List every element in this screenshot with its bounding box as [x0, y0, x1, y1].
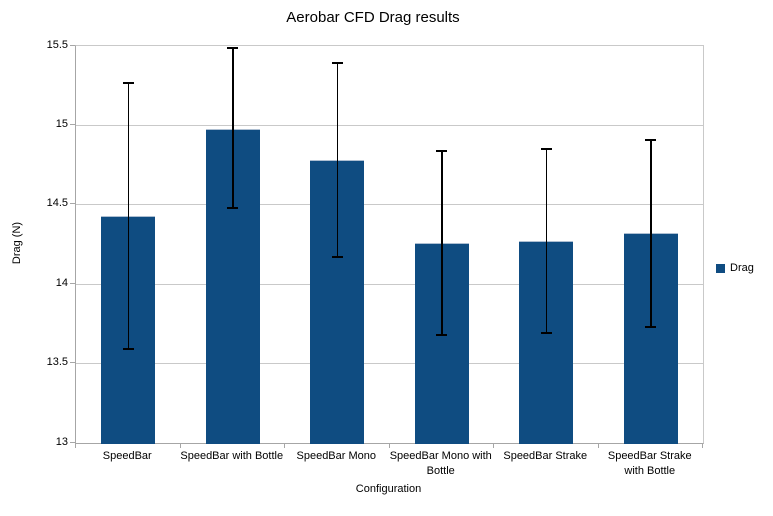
error-bar-line	[127, 82, 129, 350]
error-bar-cap	[645, 326, 657, 329]
error-bar-line	[650, 139, 652, 328]
y-tick-mark	[70, 282, 75, 284]
legend-label-drag: Drag	[730, 262, 754, 274]
x-tick-label-speedbar-mono: SpeedBar Mono	[296, 450, 377, 462]
x-tick-label-speedbar-strake: SpeedBar Strake	[503, 450, 588, 462]
y-tick-mark	[70, 123, 75, 125]
x-axis-title: Configuration	[355, 483, 422, 495]
chart-title: Aerobar CFD Drag results	[286, 9, 460, 26]
x-tick-mark	[179, 443, 181, 448]
y-tick-label: 13.5	[46, 356, 68, 369]
x-tick-mark	[284, 443, 285, 448]
legend-marker-drag	[716, 263, 725, 273]
plot-area	[75, 45, 704, 444]
y-tick-mark	[70, 44, 75, 46]
error-bar-cap	[122, 81, 134, 84]
y-tick-label: 14	[55, 276, 68, 289]
y-tick-mark	[70, 362, 75, 364]
error-bar-cap	[436, 334, 448, 337]
y-tick-label: 15	[55, 117, 68, 130]
error-bar-cap	[645, 138, 657, 141]
x-tick-mark	[493, 443, 494, 448]
y-axis-title: Drag (N)	[11, 221, 23, 265]
x-tick-mark	[702, 443, 703, 448]
y-tick-mark	[70, 441, 75, 443]
error-bar-line	[545, 149, 547, 334]
error-bar-cap	[436, 149, 448, 152]
error-bar-line	[232, 47, 234, 208]
error-bar-cap	[540, 148, 552, 151]
error-bar-cap	[331, 62, 343, 65]
error-bar-cap	[122, 348, 134, 351]
x-tick-label-speedbar: SpeedBar	[102, 450, 152, 462]
y-tick-label: 14.5	[46, 197, 68, 210]
error-bar-cap	[227, 206, 239, 209]
x-tick-label-speedbar-strake-with-bottle: SpeedBar Strake with Bottle	[607, 450, 692, 477]
error-bar-cap	[540, 332, 552, 335]
gridline	[76, 283, 703, 285]
error-bar-line	[336, 63, 338, 258]
gridline	[76, 363, 703, 365]
error-bar-cap	[227, 46, 239, 49]
y-tick-label: 15.5	[46, 38, 68, 51]
error-bar-line	[441, 150, 443, 335]
x-tick-mark	[388, 443, 390, 448]
x-tick-label-speedbar-with-bottle: SpeedBar with Bottle	[180, 450, 284, 462]
gridline	[76, 124, 703, 126]
y-tick-mark	[70, 203, 75, 205]
legend: Drag	[716, 262, 754, 274]
x-tick-mark	[597, 443, 599, 448]
x-tick-mark	[75, 443, 76, 448]
y-tick-label: 13	[55, 435, 68, 448]
gridline	[76, 204, 703, 206]
error-bar-cap	[331, 256, 343, 259]
x-tick-label-speedbar-mono-with-bottle: SpeedBar Mono with Bottle	[389, 450, 492, 477]
